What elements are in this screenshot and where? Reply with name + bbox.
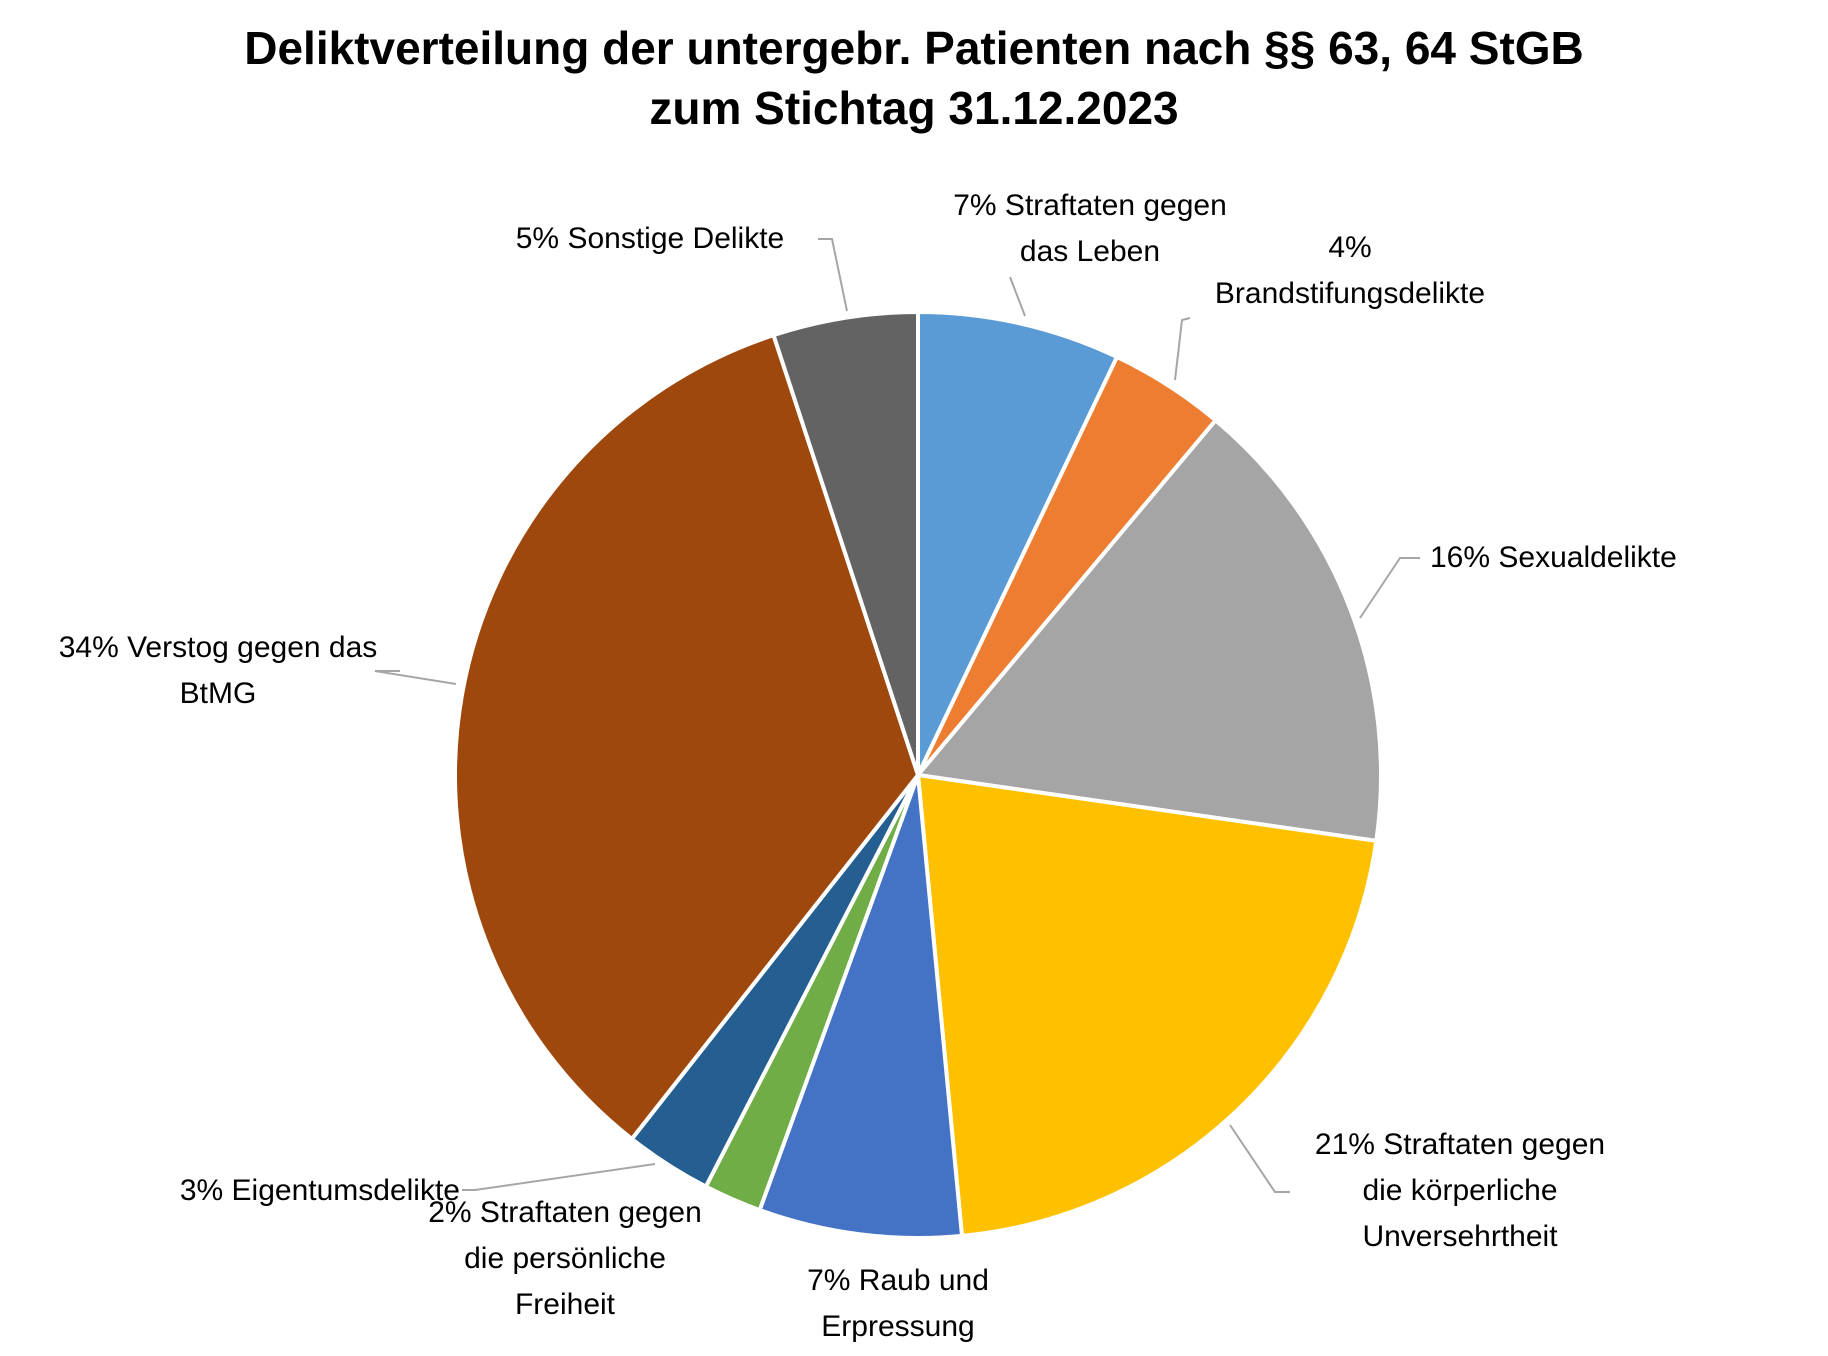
pie-slice-7 (453, 333, 920, 1141)
data-label-line: 4% (1328, 231, 1371, 264)
leader-line-7 (374, 670, 457, 685)
data-label-line: Freiheit (515, 1288, 616, 1321)
leader-line-6 (462, 1163, 656, 1191)
data-label-0: 7% Straftaten gegen das Leben (953, 189, 1227, 268)
leader-line-1 (1174, 317, 1191, 381)
data-label-8: 5% Sonstige Delikte (516, 222, 784, 255)
data-label-4: 7% Raub und Erpressung (807, 1264, 989, 1343)
data-labels: 7% Straftaten gegen das Leben 4% Brandstifu… (59, 189, 1677, 1343)
data-label-2: 16% Sexualdelikte (1430, 541, 1677, 574)
pie-slices (453, 310, 1383, 1240)
data-label-line: Unversehrtheit (1362, 1220, 1558, 1253)
data-label-5: 2% Straftaten gegen die persönliche Freihe… (428, 1196, 702, 1321)
data-label-line: die persönliche (464, 1242, 666, 1275)
leader-line-8 (818, 238, 848, 312)
data-label-1: 4% Brandstifungsdelikte (1215, 231, 1485, 310)
leader-line-3 (1229, 1124, 1290, 1193)
data-label-3: 21% Straftaten gegen die körperliche Unver… (1315, 1128, 1605, 1253)
data-label-line: 16% Sexualdelikte (1430, 541, 1677, 574)
leader-lines (374, 238, 1420, 1193)
chart-subtitle-line: zum Stichtag 31.12.2023 (649, 82, 1179, 134)
data-label-line: 5% Sonstige Delikte (516, 222, 784, 255)
leader-line-2 (1359, 557, 1420, 619)
pie-slice-3 (916, 773, 1379, 1238)
data-label-6: 3% Eigentumsdelikte (180, 1174, 460, 1207)
chart-title: Deliktverteilung der untergebr. Patiente… (0, 18, 1828, 138)
pie-slice-8 (771, 310, 920, 777)
data-label-line: 21% Straftaten gegen (1315, 1128, 1605, 1161)
data-label-line: 7% Straftaten gegen (953, 189, 1227, 222)
chart-title-line: Deliktverteilung der untergebr. Patiente… (244, 22, 1584, 74)
data-label-7: 34% Verstog gegen das BtMG (59, 631, 378, 710)
data-label-line: Erpressung (821, 1310, 974, 1343)
data-label-line: 7% Raub und (807, 1264, 989, 1297)
data-label-line: BtMG (180, 677, 257, 710)
data-label-line: die körperliche (1362, 1174, 1557, 1207)
data-label-line: 3% Eigentumsdelikte (180, 1174, 460, 1207)
data-label-line: das Leben (1020, 235, 1160, 268)
data-label-line: 34% Verstog gegen das (59, 631, 378, 664)
data-label-line: Brandstifungsdelikte (1215, 277, 1485, 310)
pie-slice-4 (757, 773, 965, 1240)
leader-line-0 (1009, 276, 1026, 317)
data-label-line: 2% Straftaten gegen (428, 1196, 702, 1229)
pie-slice-0 (916, 310, 1119, 777)
pie-slice-2 (916, 418, 1383, 843)
